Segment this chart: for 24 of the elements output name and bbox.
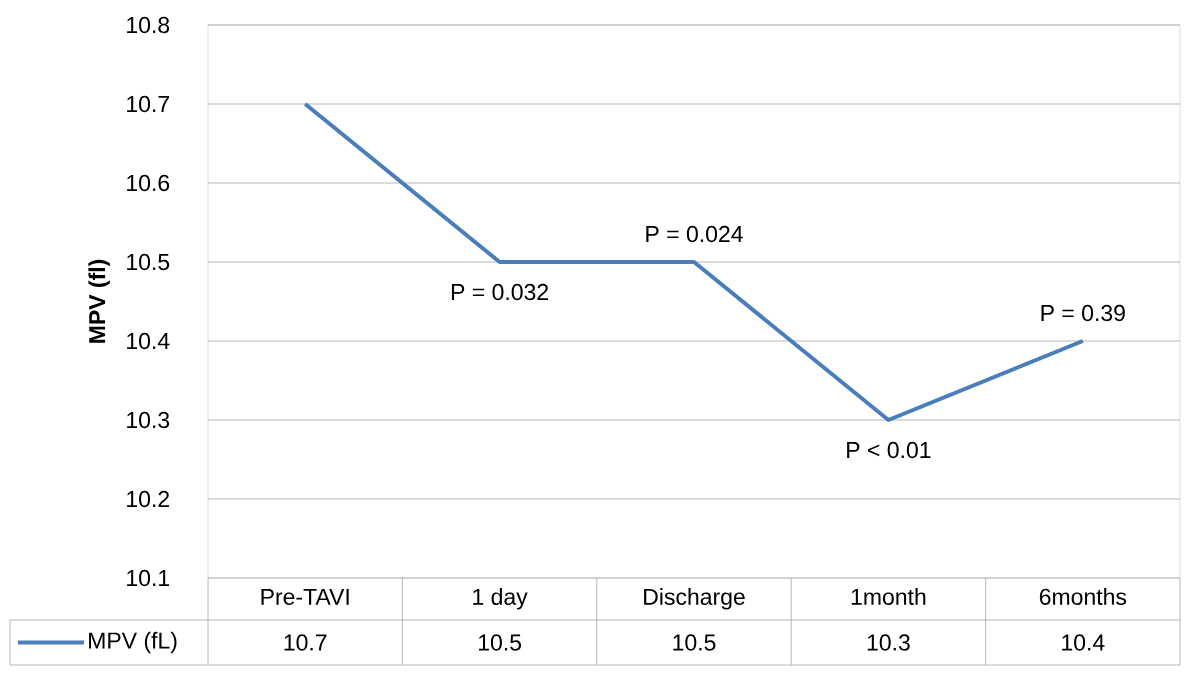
annotation: P = 0.024: [646, 225, 743, 243]
y-tick-label: 10.4: [127, 332, 170, 350]
data-label: 10.7: [284, 634, 327, 651]
x-tick-label: 1month: [851, 588, 926, 605]
annotation: P < 0.01: [847, 441, 931, 459]
y-tick-label: 10.2: [127, 490, 169, 508]
annotation: P = 0.032: [451, 283, 548, 301]
y-axis-title: MPV (fl): [88, 259, 110, 343]
x-tick-label: 1 day: [473, 588, 528, 610]
x-tick-label: Pre-TAVI: [261, 588, 349, 605]
annotation: P = 0.39: [1041, 304, 1125, 322]
data-label: 10.4: [1062, 634, 1105, 651]
y-tick-label: 10.5: [127, 253, 170, 271]
data-label: 10.3: [867, 634, 910, 651]
x-tick-label: Discharge: [644, 588, 745, 610]
y-tick-label: 10.3: [127, 411, 170, 429]
x-tick-label: 6months: [1039, 588, 1127, 605]
data-label: 10.5: [673, 634, 716, 651]
y-tick-label: 10.6: [127, 174, 170, 192]
legend-label: MPV (fL): [89, 631, 177, 654]
y-tick-label: 10.7: [127, 95, 169, 113]
data-label: 10.5: [478, 634, 522, 651]
y-tick-label: 10.1: [127, 569, 170, 587]
y-tick-label: 10.8: [127, 16, 170, 34]
